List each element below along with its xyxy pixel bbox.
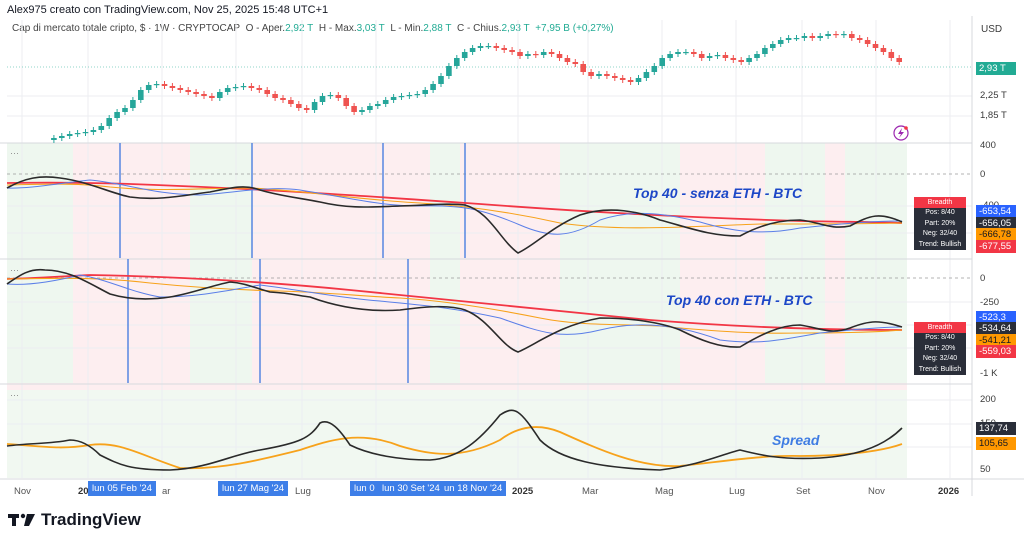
breadth-trend: Trend: Bullish — [918, 240, 962, 248]
pane1-tick: 400 — [980, 140, 996, 151]
breadth-box-pane2: Breadth Pos: 8/40 Part: 20% Neg: 32/40 T… — [914, 322, 966, 375]
lightning-alert-icon[interactable] — [893, 125, 909, 141]
pane1-lines — [6, 176, 903, 254]
pane1-tag-red: -677,55 — [976, 240, 1016, 253]
pane-separators[interactable] — [0, 16, 1024, 496]
breadth-part: Part: 20% — [924, 219, 956, 227]
time-axis-label: 2026 — [938, 486, 960, 497]
candlestick-series[interactable] — [51, 31, 902, 143]
time-axis-label: 2025 — [512, 486, 534, 497]
time-axis-label: Nov — [14, 486, 31, 497]
high-label: H - Max. — [318, 23, 357, 34]
breadth-pos: Pos: 8/40 — [925, 209, 955, 216]
pane2-tag-orange: -541,21 — [976, 334, 1016, 347]
pane2-tick: 0 — [980, 273, 986, 284]
close-value: 2,93 T — [501, 23, 530, 34]
pane3-settings-icon[interactable]: ··· — [10, 390, 19, 400]
pane2-tag-black: -534,64 — [976, 322, 1016, 335]
pane2-tag-red: -559,03 — [976, 345, 1016, 358]
pane1-tag-blue: -653,54 — [976, 205, 1016, 218]
spread-tag-orange: 105,65 — [976, 437, 1016, 450]
spread-lines — [6, 409, 903, 471]
time-axis-date-tag: un 18 Nov '24 — [440, 481, 507, 496]
symbol-name[interactable]: Cap di mercato totale cripto, $ · 1W · C… — [12, 23, 241, 34]
pane1-tick: 0 — [980, 169, 986, 180]
breadth-pos: Pos: 8/40 — [925, 334, 955, 341]
symbol-legend: Cap di mercato totale cripto, $ · 1W · C… — [12, 23, 614, 34]
pane1-tag-black: -656,05 — [976, 217, 1016, 230]
time-axis-label: Lug — [295, 486, 311, 497]
pane1-tag-orange: -666,78 — [976, 228, 1016, 241]
pane2-tag-blue: -523,3 — [976, 311, 1016, 324]
pane2-tick: -250 — [980, 297, 1000, 308]
open-label: O - Aper. — [245, 23, 286, 34]
low-value: 2,88 T — [423, 23, 452, 34]
chart-attribution: Alex975 creato con TradingView.com, Nov … — [7, 4, 329, 16]
current-price-tag: 2,93 T — [976, 62, 1016, 75]
change-value: +7,95 B (+0,27%) — [535, 23, 614, 34]
time-axis-date-tag: lun 30 Set '24 — [378, 481, 444, 496]
pane1-settings-icon[interactable]: ··· — [10, 148, 19, 158]
pane1-title: Top 40 - senza ETH - BTC — [633, 185, 803, 201]
pane2-tick: -1 K — [980, 368, 998, 379]
tradingview-logo: TradingView — [8, 510, 141, 530]
time-axis-date-tag: lun 05 Feb '24 — [88, 481, 156, 496]
price-tick: 1,85 T — [980, 110, 1007, 121]
low-label: L - Min. — [390, 23, 424, 34]
time-axis-label: Lug — [729, 486, 745, 497]
grid-lines — [7, 20, 972, 478]
spread-tag-black: 137,74 — [976, 422, 1016, 435]
breadth-box-pane1: Breadth Pos: 8/40 Part: 20% Neg: 32/40 T… — [914, 197, 966, 250]
pane2-title: Top 40 con ETH - BTC — [666, 292, 813, 308]
time-axis-date-tag: lun 27 Mag '24 — [218, 481, 289, 496]
time-axis-label: Mar — [582, 486, 599, 497]
pane2-settings-icon[interactable]: ··· — [10, 265, 19, 275]
time-axis-label: ar — [162, 486, 171, 497]
spread-tick: 200 — [980, 394, 996, 405]
tradingview-logo-text: TradingView — [41, 510, 141, 529]
time-axis-label: Mag — [655, 486, 674, 497]
high-value: 3,03 T — [356, 23, 385, 34]
signal-markers — [119, 143, 466, 383]
spread-title: Spread — [772, 432, 820, 448]
breadth-part: Part: 20% — [924, 344, 956, 352]
spread-tick: 50 — [980, 464, 991, 475]
breadth-title: Breadth — [914, 322, 966, 333]
time-axis-label: Nov — [868, 486, 885, 497]
price-tick: 2,25 T — [980, 90, 1007, 101]
close-label: C - Chius. — [457, 23, 502, 34]
time-axis-label: Set — [796, 486, 811, 497]
currency-label[interactable]: USD — [981, 24, 1003, 35]
pane2-lines — [6, 268, 903, 353]
breadth-trend: Trend: Bullish — [918, 365, 962, 373]
breadth-title: Breadth — [914, 197, 966, 208]
time-axis-date-tag: lun 0 — [350, 481, 379, 496]
tradingview-logo-icon — [8, 513, 35, 526]
open-value: 2,92 T — [285, 23, 314, 34]
time-axis-label: 20 — [78, 486, 89, 497]
breadth-neg: Neg: 32/40 — [922, 355, 958, 362]
breadth-neg: Neg: 32/40 — [922, 230, 958, 237]
chart-canvas[interactable] — [0, 16, 1024, 496]
